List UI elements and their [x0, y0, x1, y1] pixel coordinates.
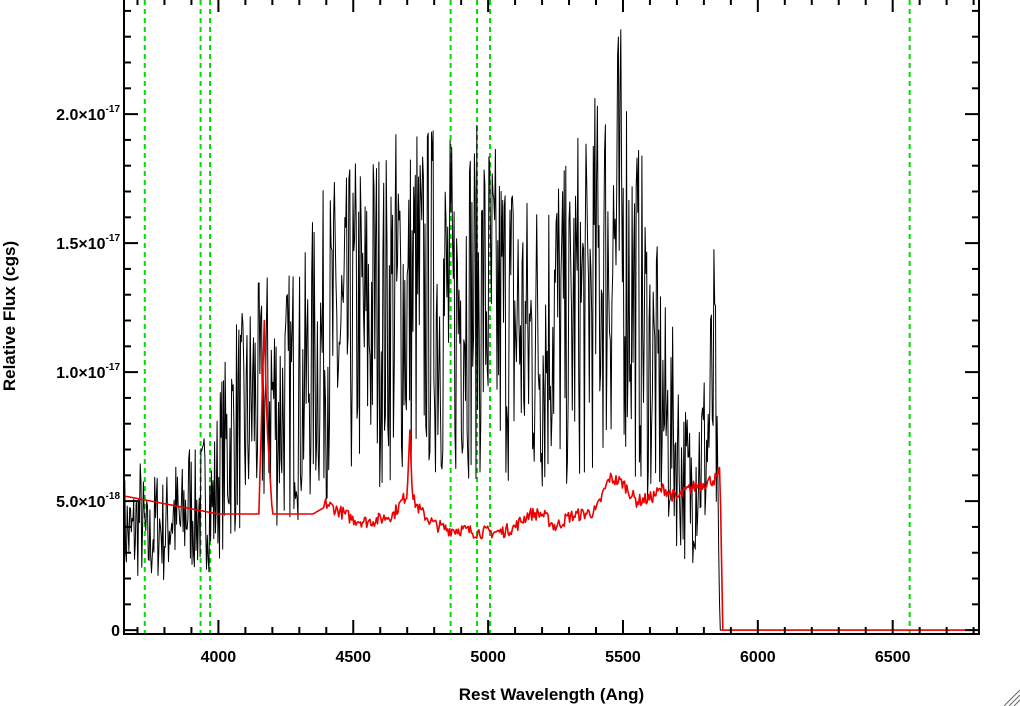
y-tick-label: 2.0×10-17	[56, 104, 120, 124]
y-axis-title: Relative Flux (cgs)	[0, 241, 19, 391]
grip-line	[1003, 689, 1020, 706]
x-tick-label: 5500	[605, 649, 641, 666]
grip-line	[1008, 694, 1020, 706]
x-tick-label: 4500	[335, 649, 371, 666]
y-tick-label: 1.5×10-17	[56, 233, 120, 253]
x-tick-label: 4000	[201, 649, 237, 666]
x-tick-label: 5000	[470, 649, 506, 666]
x-axis-title: Rest Wavelength (Ang)	[459, 685, 644, 704]
spectrum-line	[124, 319, 979, 631]
y-axis: 0 5.0×10-18 1.0×10-17 1.5×10-17 2.0×10-17	[56, 9, 979, 640]
grip-line	[1013, 699, 1020, 706]
x-tick-label: 6500	[875, 649, 911, 666]
resize-grip-icon[interactable]	[1003, 689, 1020, 706]
y-tick-label: 5.0×10-18	[56, 491, 120, 511]
spectrum-series	[124, 29, 979, 631]
y-tick-label: 0	[111, 623, 120, 640]
y-tick-label: 1.0×10-17	[56, 362, 120, 382]
x-tick-label: 6000	[740, 649, 776, 666]
plot-frame	[123, 0, 980, 635]
spectrum-line	[124, 29, 979, 631]
x-axis: 4000 4500 5000 5500 6000 6500	[136, 0, 975, 666]
